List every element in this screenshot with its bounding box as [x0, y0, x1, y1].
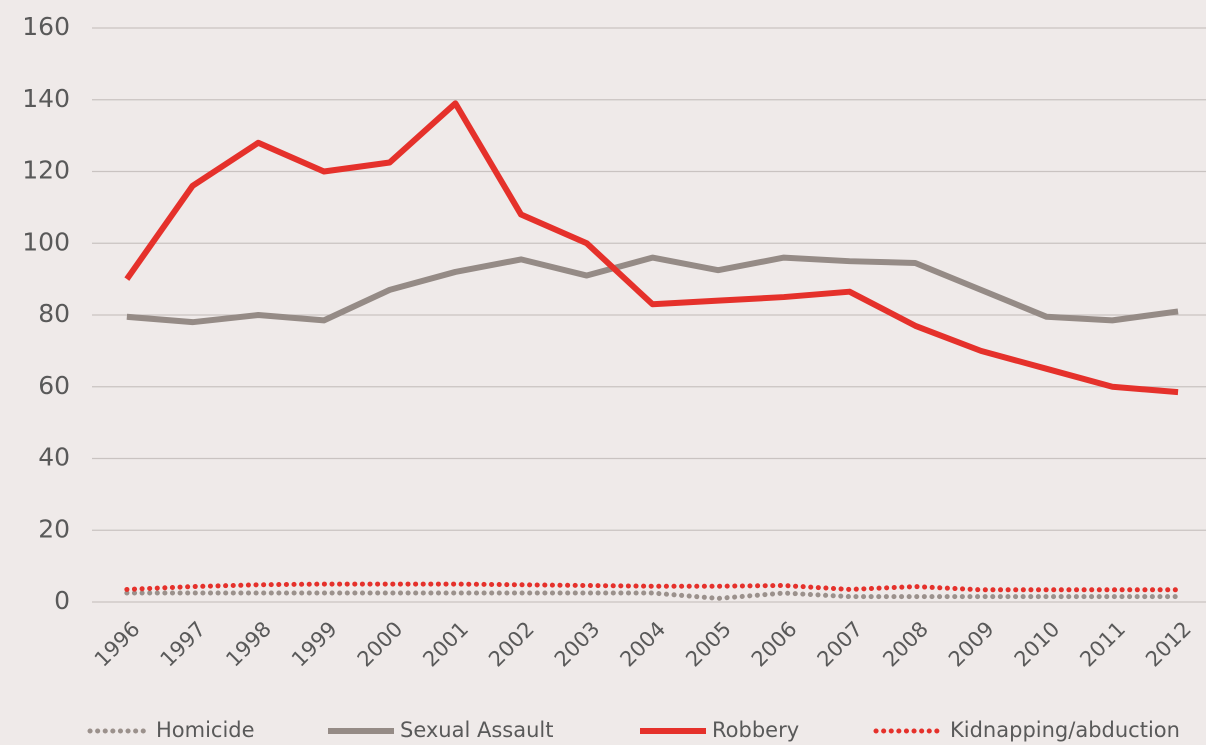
legend-item: Homicide: [87, 718, 255, 742]
legend-item: Sexual Assault: [328, 718, 554, 742]
x-tick-label: 1999: [287, 617, 342, 672]
y-tick-label: 160: [22, 12, 70, 41]
y-tick-label: 20: [38, 514, 70, 543]
y-tick-label: 120: [22, 156, 70, 185]
y-tick-label: 100: [22, 227, 70, 256]
series-line: [124, 581, 1181, 593]
x-tick-label: 2005: [681, 617, 736, 672]
legend-item: Robbery: [640, 718, 799, 742]
x-tick-label: 2001: [418, 617, 473, 672]
x-tick-label: 2007: [813, 617, 868, 672]
y-tick-label: 40: [38, 443, 70, 472]
legend-label: Robbery: [712, 718, 799, 742]
x-tick-label: 2002: [484, 617, 539, 672]
x-tick-label: 1998: [221, 617, 276, 672]
legend-label: Homicide: [156, 718, 255, 742]
x-tick-label: 2000: [353, 617, 408, 672]
y-tick-label: 60: [38, 371, 70, 400]
y-tick-label: 140: [22, 84, 70, 113]
x-tick-label: 2003: [550, 617, 605, 672]
y-tick-label: 0: [54, 586, 70, 615]
series-line: [124, 590, 1181, 601]
legend-label: Sexual Assault: [400, 718, 554, 742]
legend-item: Kidnapping/abduction: [873, 718, 1180, 742]
x-tick-label: 1997: [156, 617, 211, 672]
x-tick-label: 2009: [944, 617, 999, 672]
x-tick-label: 2008: [878, 617, 933, 672]
legend-label: Kidnapping/abduction: [950, 718, 1180, 742]
x-tick-label: 1996: [90, 617, 145, 672]
x-tick-label: 2006: [747, 617, 802, 672]
series-line: [126, 254, 1179, 326]
x-tick-label: 2011: [1075, 617, 1130, 672]
x-tick-label: 2004: [615, 617, 670, 672]
x-tick-label: 2010: [1010, 617, 1065, 672]
x-tick-label: 2012: [1141, 617, 1196, 672]
series-line: [124, 100, 1179, 396]
y-tick-label: 80: [38, 299, 70, 328]
